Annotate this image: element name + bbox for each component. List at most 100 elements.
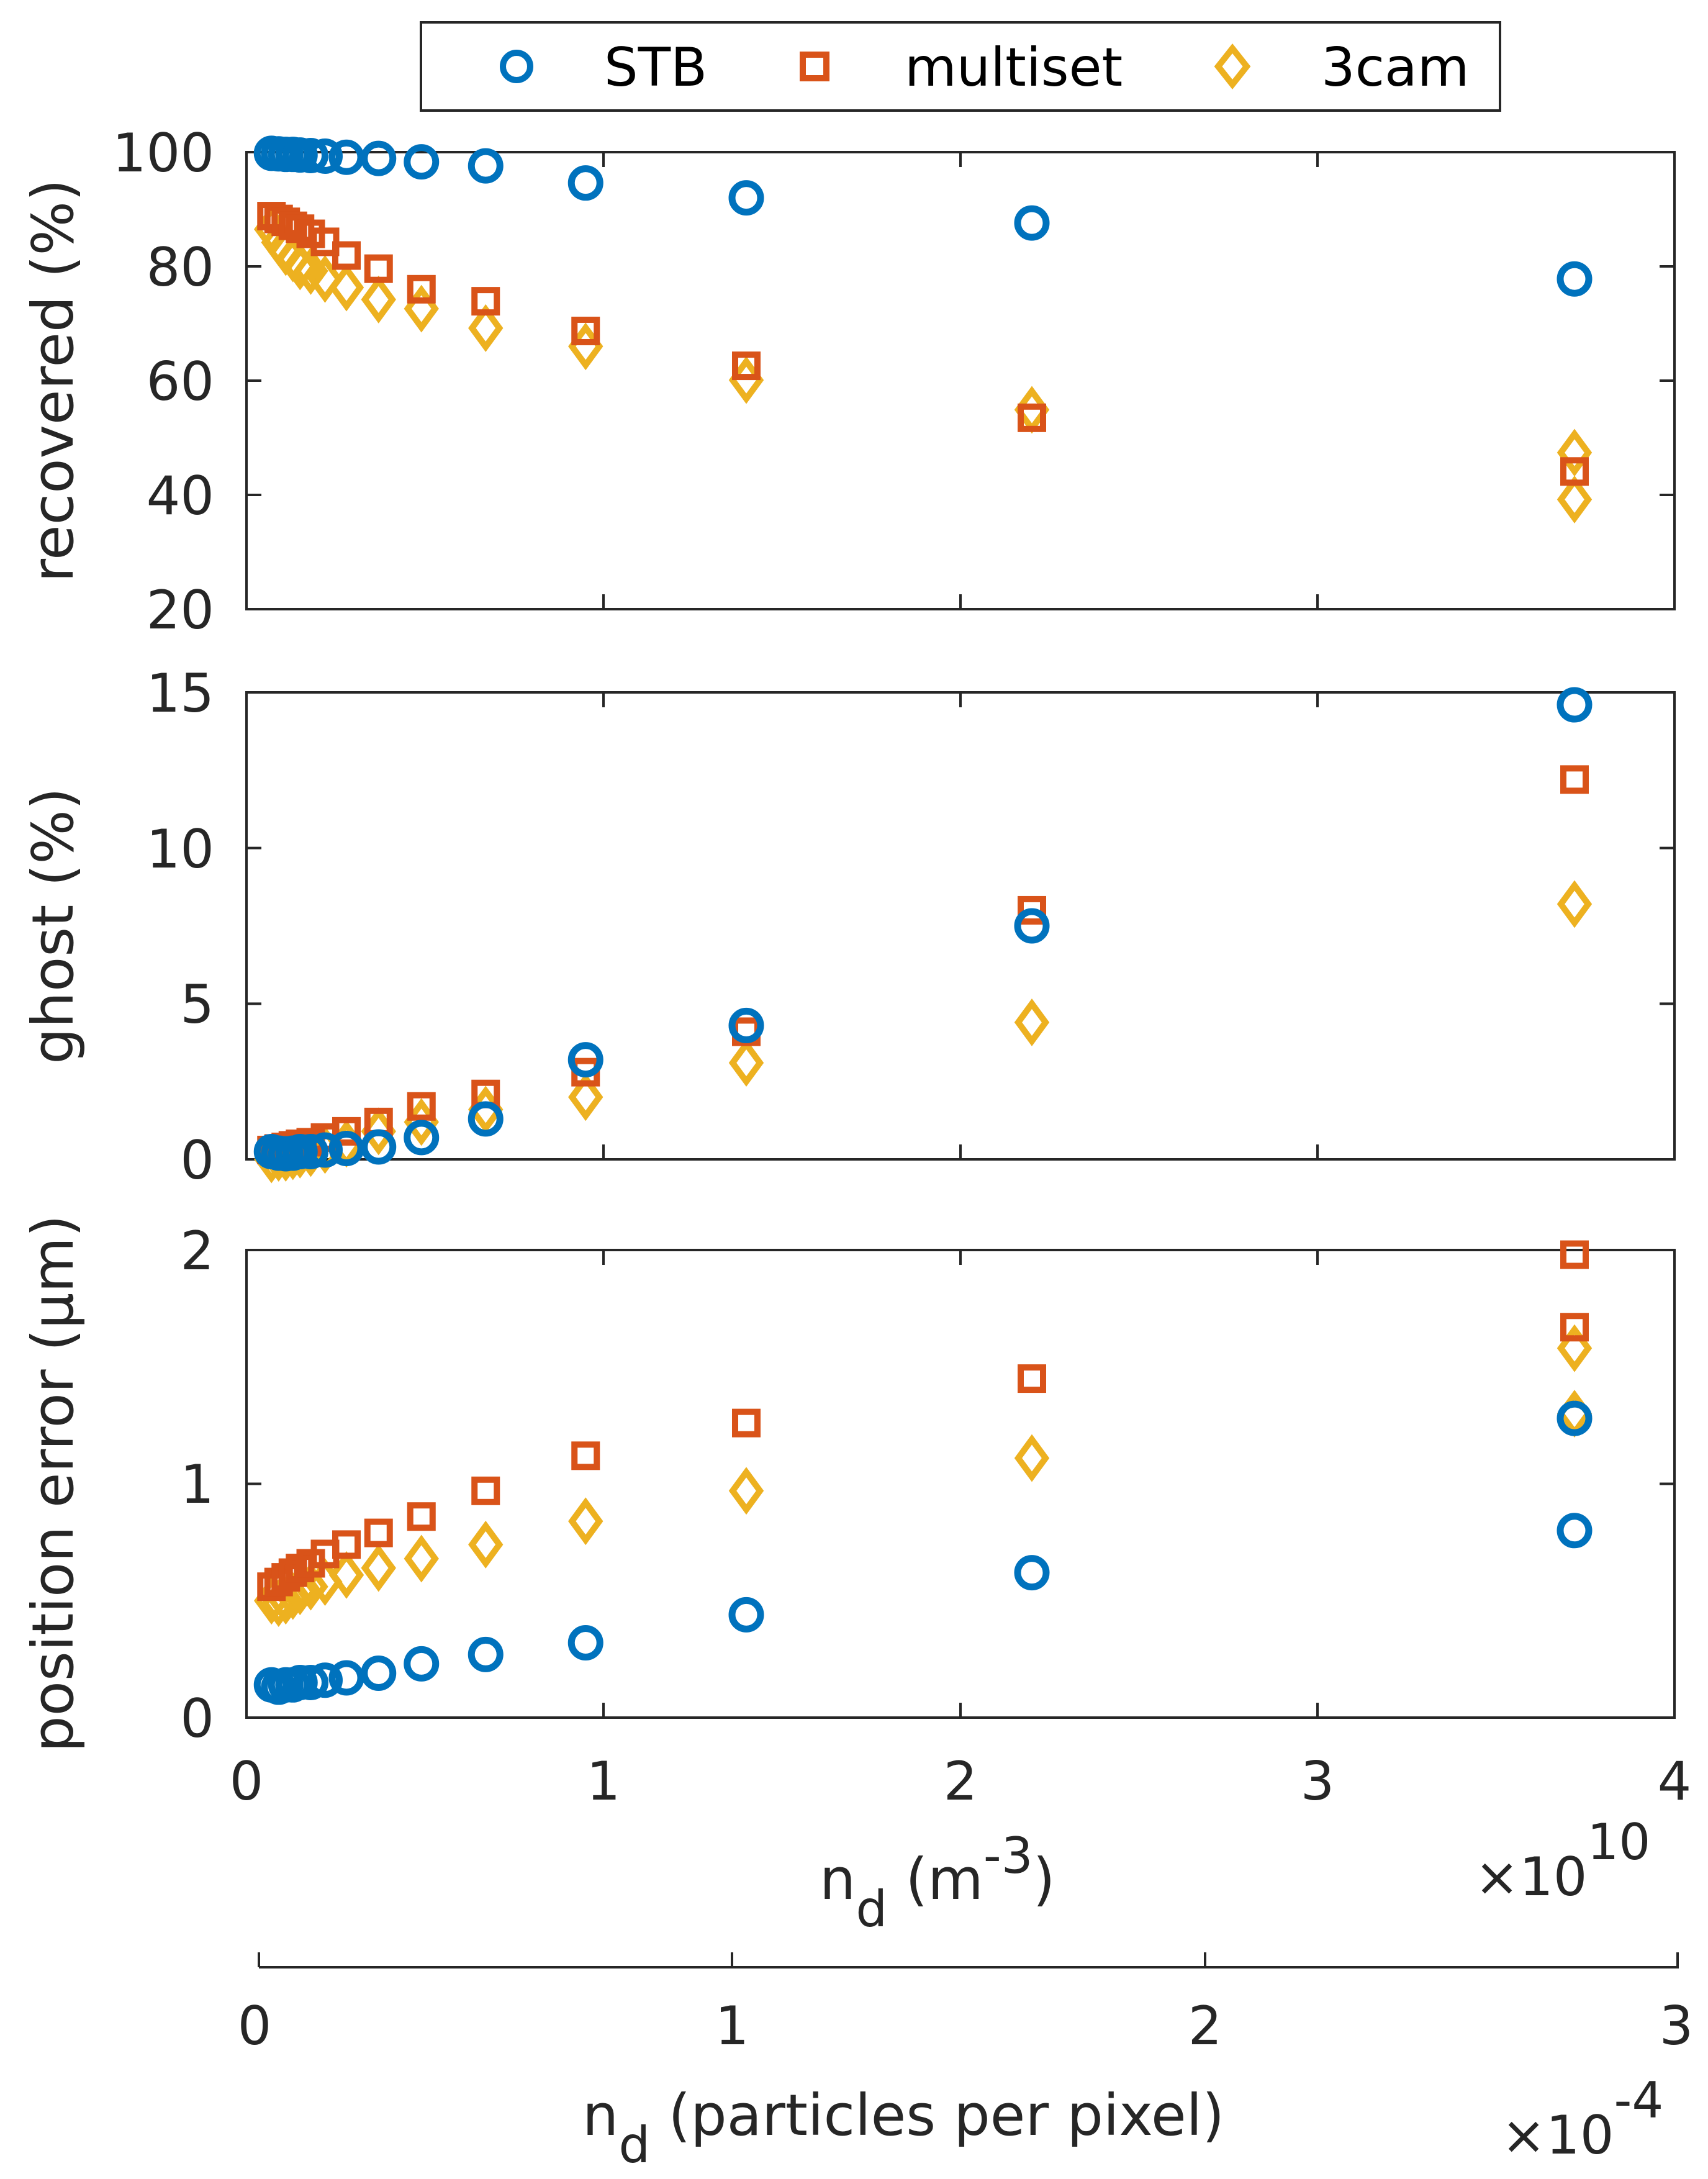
x-axis-label-exp: -3 — [983, 1827, 1033, 1885]
marker-position-3cam — [728, 1467, 764, 1515]
marker-recovered-stb — [293, 138, 328, 174]
panel-ghost-ylabel: ghost (%) — [20, 787, 86, 1064]
marker-ghost-stb — [293, 1133, 328, 1169]
x2-tick: 2 — [1188, 1995, 1222, 2057]
marker-position-3cam — [404, 1534, 439, 1583]
marker-recovered-3cam — [1557, 428, 1593, 477]
legend-marker-multiset — [800, 52, 829, 81]
marker-ghost-3cam — [728, 1039, 764, 1087]
panel-position-yticks: 0 1 2 — [180, 1220, 214, 1750]
marker-ghost-multiset — [332, 1117, 361, 1146]
marker-ghost-stb — [307, 1132, 343, 1168]
tick-marks — [245, 151, 1676, 1719]
x2-axis-label-base: n — [582, 2082, 618, 2149]
marker-position-stb — [728, 1597, 764, 1633]
x-tick: 2 — [944, 1751, 978, 1813]
marker-ghost-stb — [567, 1042, 603, 1078]
marker-position-stb — [1557, 1513, 1593, 1549]
x2-tick: 0 — [238, 1995, 272, 2057]
marker-position-3cam — [568, 1497, 603, 1546]
ghost-ytick: 0 — [180, 1130, 214, 1192]
legend-marker-stb — [500, 50, 533, 83]
marker-recovered-stb — [1557, 261, 1593, 297]
x-tick: 3 — [1301, 1751, 1335, 1813]
marker-position-multiset — [471, 1476, 500, 1505]
marker-position-stb — [361, 1655, 397, 1691]
x2-axis-label: nd (particles per pixel) — [582, 2082, 1224, 2174]
x-tick: 0 — [230, 1751, 264, 1813]
marker-position-multiset — [1560, 1313, 1589, 1342]
marker-position-multiset — [407, 1502, 436, 1531]
panel-ghost-yticks: 0 5 10 15 — [147, 663, 214, 1192]
marker-position-multiset — [571, 1441, 600, 1470]
x2-tick: 1 — [715, 1995, 749, 2057]
recovered-ytick: 60 — [147, 351, 214, 413]
marker-recovered-multiset — [571, 316, 600, 345]
position-ytick: 2 — [180, 1220, 214, 1282]
x-axis-scale-exp: 10 — [1588, 1813, 1651, 1871]
marker-recovered-multiset — [364, 254, 393, 283]
x2-axis-label-sub: d — [618, 2116, 650, 2174]
legend-box — [420, 21, 1501, 112]
marker-position-multiset — [732, 1408, 761, 1438]
marker-position-3cam — [1014, 1434, 1050, 1482]
panel-position-frame — [245, 1249, 1676, 1719]
x-axis-label-sub: d — [856, 1880, 887, 1938]
legend-label-3cam: 3cam — [1321, 37, 1469, 99]
marker-recovered-stb — [567, 165, 603, 201]
marker-ghost-stb — [728, 1007, 764, 1043]
ghost-ytick: 5 — [180, 974, 214, 1036]
x-tick: 1 — [587, 1751, 621, 1813]
x-axis-label: nd (m-3) — [820, 1827, 1055, 1938]
recovered-ytick: 40 — [147, 465, 214, 527]
marker-ghost-multiset — [407, 1092, 436, 1121]
marker-recovered-multiset — [732, 351, 761, 381]
x-axis-scale-base: ×10 — [1475, 1846, 1588, 1908]
marker-ghost-stb — [361, 1129, 397, 1165]
marker-ghost-3cam — [1557, 880, 1593, 928]
marker-position-multiset — [1018, 1364, 1046, 1393]
x-axis-label-unit: (m — [887, 1846, 983, 1913]
marker-ghost-stb — [282, 1133, 318, 1169]
marker-ghost-multiset — [1018, 895, 1046, 925]
marker-recovered-multiset — [332, 241, 361, 270]
marker-recovered-multiset — [1018, 403, 1046, 432]
marker-recovered-stb — [1014, 205, 1050, 241]
position-ytick: 1 — [180, 1454, 214, 1516]
panel-ghost-frame — [245, 691, 1676, 1161]
x2-tick: 3 — [1660, 1995, 1694, 2057]
marker-position-stb — [328, 1660, 364, 1696]
x2-axis-label-rest: (particles per pixel) — [650, 2082, 1224, 2149]
legend: STB multiset 3cam — [420, 21, 1501, 112]
marker-ghost-3cam — [568, 1073, 603, 1121]
recovered-ytick: 80 — [147, 237, 214, 299]
marker-ghost-stb — [404, 1120, 440, 1156]
marker-position-stb — [307, 1662, 343, 1698]
marker-position-stb — [1557, 1400, 1593, 1436]
marker-ghost-stb — [1014, 908, 1050, 944]
marker-recovered-stb — [728, 180, 764, 216]
x-axis-scale: ×1010 — [1475, 1813, 1650, 1908]
marker-recovered-stb — [328, 139, 364, 175]
x-tick: 4 — [1658, 1751, 1692, 1813]
marker-position-3cam — [328, 1551, 364, 1599]
marker-position-stb — [404, 1646, 440, 1682]
marker-position-multiset — [1560, 1240, 1589, 1269]
marker-recovered-stb — [468, 148, 504, 184]
legend-marker-3cam — [1214, 43, 1251, 90]
marker-position-multiset — [364, 1518, 393, 1547]
x2-axis-scale: ×10-4 — [1501, 2072, 1663, 2167]
panel-recovered-frame — [245, 151, 1676, 610]
x-axis-label-base: n — [820, 1846, 856, 1913]
x-axis-ticks: 0 1 2 3 4 — [230, 1751, 1692, 1813]
marker-recovered-stb — [307, 138, 343, 174]
marker-ghost-multiset — [1560, 765, 1589, 794]
marker-position-3cam — [468, 1520, 504, 1569]
marker-position-stb — [567, 1625, 603, 1661]
marker-position-stb — [293, 1665, 328, 1701]
marker-recovered-3cam — [1557, 475, 1593, 523]
marker-ghost-stb — [468, 1101, 504, 1137]
marker-recovered-multiset — [407, 274, 436, 304]
marker-recovered-3cam — [282, 242, 318, 291]
x2-axis-scale-base: ×10 — [1501, 2104, 1614, 2167]
